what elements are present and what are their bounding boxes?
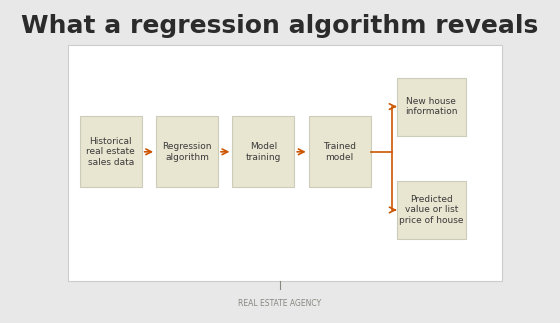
Text: What a regression algorithm reveals: What a regression algorithm reveals — [21, 14, 539, 38]
Text: Model
training: Model training — [246, 142, 281, 162]
FancyBboxPatch shape — [80, 116, 142, 187]
FancyBboxPatch shape — [68, 45, 502, 281]
FancyBboxPatch shape — [397, 181, 466, 239]
Text: Predicted
value or list
price of house: Predicted value or list price of house — [399, 195, 464, 225]
FancyBboxPatch shape — [232, 116, 295, 187]
Text: Historical
real estate
sales data: Historical real estate sales data — [86, 137, 135, 167]
Text: Trained
model: Trained model — [323, 142, 356, 162]
FancyBboxPatch shape — [309, 116, 371, 187]
Text: REAL ESTATE AGENCY: REAL ESTATE AGENCY — [239, 299, 321, 308]
Text: New house
information: New house information — [405, 97, 458, 116]
FancyBboxPatch shape — [156, 116, 218, 187]
FancyBboxPatch shape — [397, 78, 466, 136]
Text: Regression
algorithm: Regression algorithm — [162, 142, 212, 162]
